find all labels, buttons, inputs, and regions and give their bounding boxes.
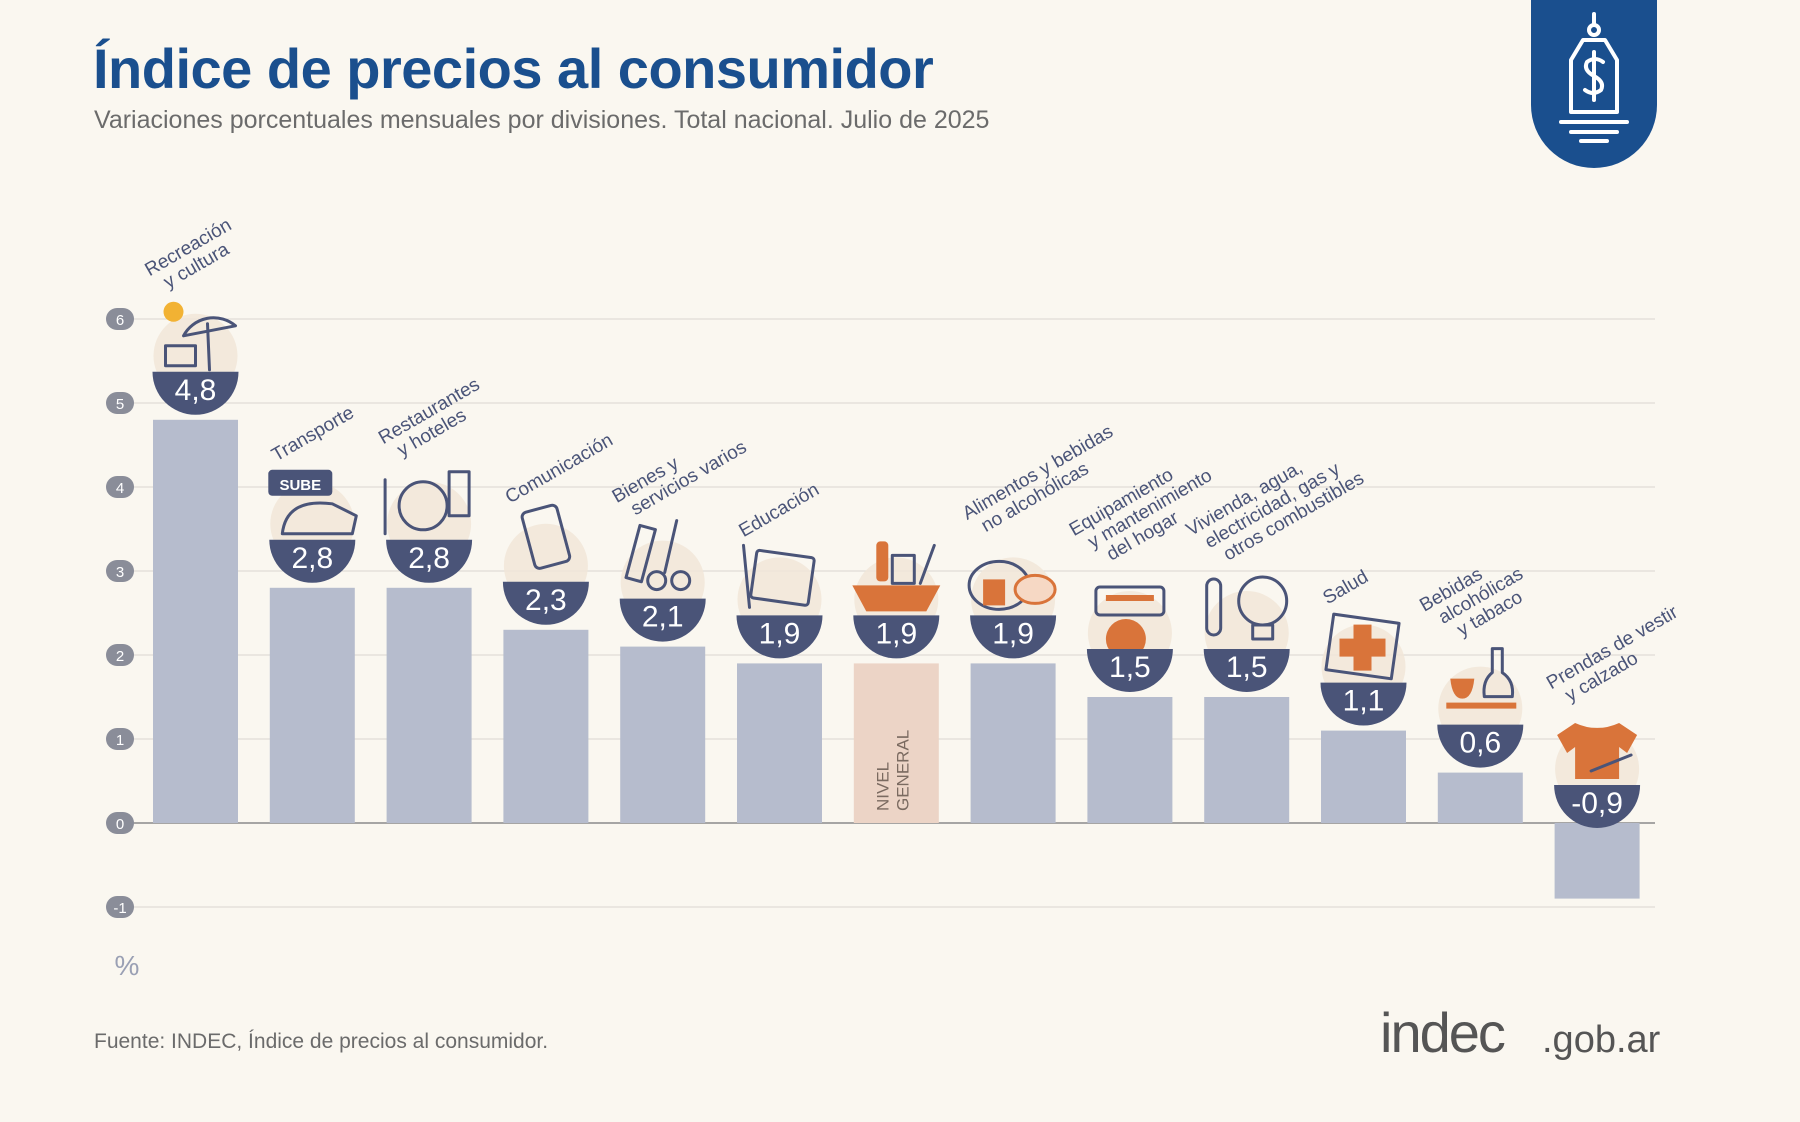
y-tick-label: 6 [116,312,124,329]
value-badge [152,371,239,415]
bar [737,663,822,823]
bar [386,587,472,823]
price-tag-dollar-icon [1559,12,1629,143]
y-tick-label: -1 [113,900,126,917]
category-label: Prendas de vestiry calzado [1543,602,1692,712]
value-label: 2,1 [642,601,684,634]
bar [620,646,706,823]
bar [1087,697,1173,823]
price-tag-badge [1531,0,1657,168]
category-label: Bebidasalcohólicasy tabaco [1416,546,1537,651]
y-tick-pill [106,896,134,918]
source-note: Fuente: INDEC, Índice de precios al cons… [94,1030,549,1053]
value-badge [619,598,706,642]
value-badge [736,615,823,659]
y-tick-label: 5 [116,396,124,413]
category-label: Salud [1320,566,1373,608]
bar [1321,730,1406,823]
y-tick-label: 3 [116,564,124,581]
y-tick-pill [106,476,134,498]
category-label: Restaurantesy hoteles [375,374,493,466]
bar-nivel-general [853,663,939,823]
value-label: 4,8 [175,374,217,407]
indec-logo[interactable]: indec .gob.ar [1380,1000,1670,1070]
y-tick-pill [106,560,134,582]
value-badge [1203,649,1290,692]
value-labels: 4,8 2,8 2,8 2,3 2,1 1,9 1,9 1,9 1,5 1,5 1,1 0,6 -0,9 [152,371,1641,828]
y-tick-pill [106,812,134,834]
bar [1554,823,1640,899]
value-badge [1086,649,1173,692]
y-tick-label: 2 [116,648,124,665]
logo-domain: .gob.ar [1542,1019,1661,1061]
y-tick-label: 0 [116,816,124,833]
y-tick-pill [106,728,134,750]
bar [1437,772,1523,823]
bar [269,587,355,823]
value-badge [386,539,473,583]
y-tick-label: 4 [116,480,124,497]
value-badge [269,539,356,583]
category-label: Comunicación [502,430,617,508]
value-badge [970,615,1057,659]
value-badge [1320,682,1407,726]
page-subtitle: Variaciones porcentuales mensuales por d… [94,106,990,134]
logo-main: indec [1380,1001,1505,1064]
y-tick-pill [106,644,134,666]
value-label: 1,5 [1226,651,1268,684]
category-label: Recreacióny cultura [142,215,246,299]
value-badge [502,581,589,625]
y-tick-label: 1 [116,732,124,749]
value-label: 1,5 [1109,651,1151,684]
value-badge [1554,785,1641,828]
bar [1204,697,1290,823]
bars: NIVELGENERAL [153,419,1640,899]
y-tick-pill [106,308,134,330]
value-label: 2,8 [408,542,450,575]
y-tick-pill [106,392,134,414]
page-title: Índice de precios al consumidor [93,37,934,100]
value-badge [1437,724,1524,768]
category-label: Educación [736,479,823,542]
svg-text:SUBE: SUBE [279,477,321,494]
bar-chart: NIVELGENERAL -1 0 1 2 3 4 5 6% SUBE Recreacióny… [106,215,1692,981]
nivel-general-label: NIVELGENERAL [873,730,912,811]
value-label: 0,6 [1459,727,1501,760]
value-label: 1,1 [1343,685,1385,718]
bar [503,629,589,823]
value-label: 1,9 [875,617,917,650]
category-label: Transporte [268,402,357,466]
value-label: 1,9 [992,617,1034,650]
value-label: 2,3 [525,584,567,617]
y-axis: -1 0 1 2 3 4 5 6% [106,308,139,981]
category-label: Vivienda, agua,electricidad, gas yotros … [1183,433,1368,575]
unit-label: % [115,950,140,981]
value-badge [853,615,940,659]
category-label: Bienes yservicios varios [609,419,751,524]
value-label: 2,8 [291,542,333,575]
value-label: 1,9 [759,617,801,650]
bar [970,663,1056,823]
bar [153,419,238,823]
value-label: -0,9 [1571,787,1623,820]
